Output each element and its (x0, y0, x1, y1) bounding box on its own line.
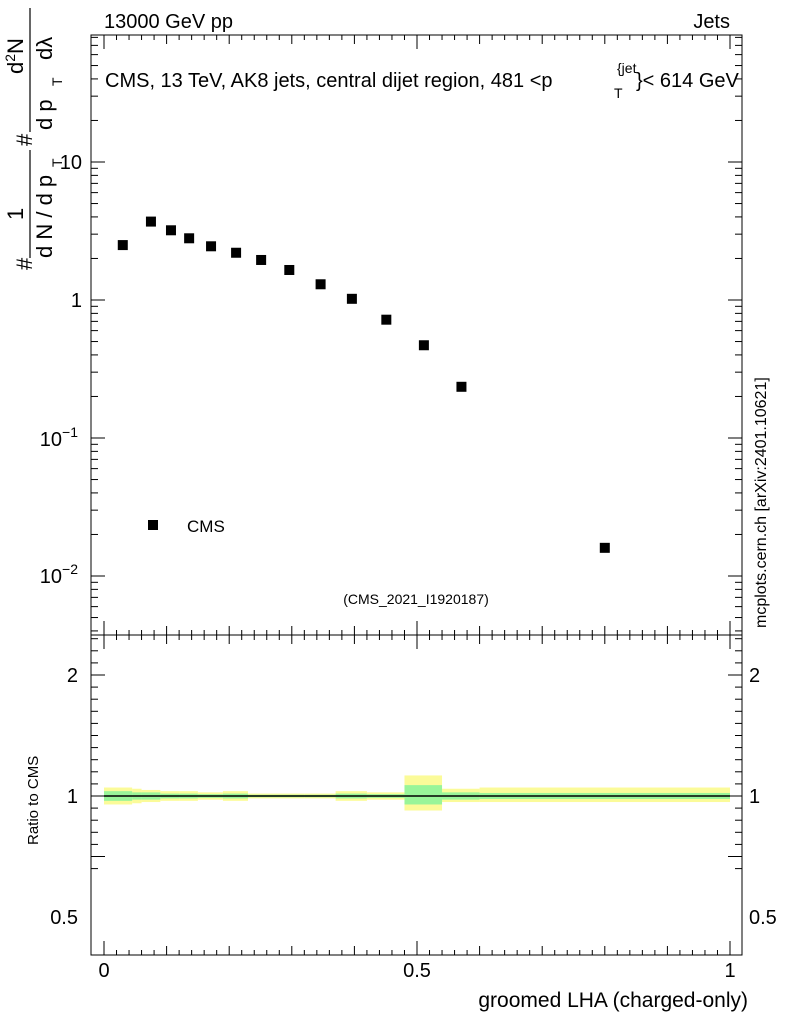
ylabel-dpdl: d p (32, 99, 57, 130)
xtick-label-0p5: 0.5 (403, 960, 431, 982)
ylabel-one: 1 (3, 208, 28, 220)
main-title-sup: {jet (617, 60, 637, 76)
data-point-cms (456, 381, 467, 392)
energy-label: 13000 GeV pp (104, 11, 233, 33)
ytick-label-0p1: 10−1 (40, 424, 78, 451)
ytick-0p1-base: 10 (40, 429, 62, 451)
ratio-ytick-right-0p5: 0.5 (749, 907, 777, 929)
data-point-cms (599, 542, 610, 553)
main-title-p: p (541, 70, 552, 92)
main-axis-ticks (91, 35, 742, 635)
data-point-cms (256, 254, 267, 265)
ylabel-d2n: d2N (2, 38, 28, 74)
legend-marker-cms (148, 520, 158, 530)
data-point-cms (284, 264, 295, 275)
xaxis-label: groomed LHA (charged-only) (478, 989, 748, 1012)
ylabel-d: d (3, 62, 28, 74)
ytick-0p01-base: 10 (40, 566, 62, 588)
data-point-cms (184, 233, 195, 244)
ylabel-hash: # (12, 257, 37, 270)
main-title: CMS, 13 TeV, AK8 jets, central dijet reg… (105, 70, 553, 92)
ytick-label-0p01: 10−2 (40, 561, 78, 588)
ratio-ytick-right-2: 2 (749, 665, 760, 687)
ylabel-dn: d N / d p (32, 175, 57, 258)
ytick-label-1: 1 (71, 290, 82, 312)
main-panel-frame (90, 34, 743, 636)
data-point-cms (381, 314, 392, 325)
ratio-ytick-left-2: 2 (67, 665, 78, 687)
ytick-0p01-exp: −2 (62, 561, 78, 577)
ratio-ytick-left-0p5: 0.5 (50, 907, 78, 929)
ylabel-dn-sub: T (49, 158, 65, 167)
main-ylabel: # 1 d N / d p T # d2N d p T dλ (2, 8, 65, 270)
main-title-suffix: }< 614 GeV (636, 70, 740, 92)
data-point-cms (315, 279, 326, 290)
data-point-cms (418, 340, 429, 351)
ylabel-dlambda: dλ (32, 37, 57, 60)
data-point-cms (346, 293, 357, 304)
category-label: Jets (693, 11, 730, 33)
ratio-ytick-left-1: 1 (67, 786, 78, 808)
ylabel-dpdl-sub: T (49, 77, 65, 86)
ratio-axis-ticks (91, 635, 742, 955)
xtick-label-0: 0 (98, 960, 109, 982)
data-point-cms (145, 216, 156, 227)
data-point-cms (231, 247, 242, 258)
ratio-ytick-right-1: 1 (749, 786, 760, 808)
main-title-prefix: CMS, 13 TeV, AK8 jets, central dijet reg… (105, 70, 541, 92)
legend-label-cms: CMS (187, 517, 225, 536)
ratio-ylabel: Ratio to CMS (25, 756, 42, 845)
ratio-stat-band (404, 785, 443, 805)
data-point-cms (117, 240, 128, 251)
main-title-sub: T (614, 85, 623, 101)
data-point-cms (165, 225, 176, 236)
analysis-watermark: (CMS_2021_I1920187) (343, 591, 489, 607)
main-series-cms (117, 216, 610, 553)
data-point-cms (206, 241, 217, 252)
ytick-0p1-exp: −1 (62, 424, 78, 440)
ytick-label-10: 10 (60, 152, 82, 174)
ylabel-d2n-sup: 2 (2, 54, 18, 62)
xtick-label-1: 1 (724, 960, 735, 982)
ratio-uncertainty-bands (104, 775, 730, 811)
ylabel-n: N (3, 38, 28, 54)
ylabel-hash2: # (12, 133, 37, 146)
side-credit: mcplots.cern.ch [arXiv:2401.10621] (753, 377, 770, 628)
